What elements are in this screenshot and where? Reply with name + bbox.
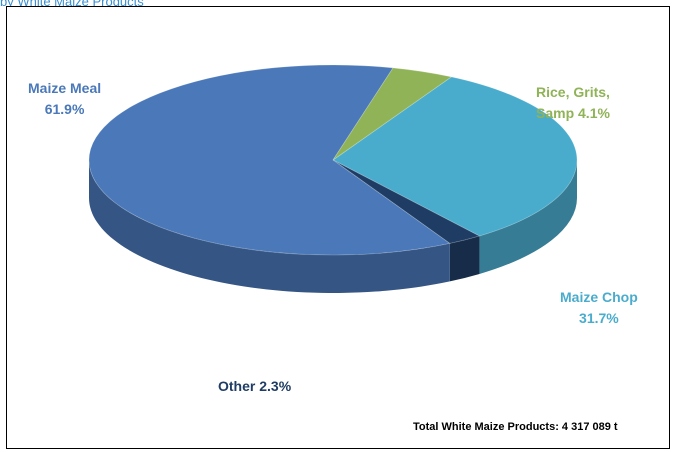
label-maize-meal-value: 61.9%: [44, 101, 85, 117]
label-maize-chop-value: 31.7%: [579, 310, 619, 326]
slice-maize-meal: [88, 64, 451, 256]
label-maize-chop: Maize Chop 31.7%: [560, 287, 638, 329]
label-rice-name: Rice, Grits,: [536, 84, 610, 100]
pie-sides: [89, 160, 577, 293]
label-maize-meal: Maize Meal 61.9%: [28, 78, 101, 120]
label-other-name: Other 2.3%: [218, 378, 292, 394]
label-maize-meal-name: Maize Meal: [28, 80, 102, 96]
label-maize-chop-name: Maize Chop: [560, 289, 638, 305]
slice-side-other: [449, 235, 480, 282]
label-rice-value: Samp 4.1%: [536, 105, 610, 121]
pie-top: [88, 64, 578, 256]
slice-maize-chop: [332, 76, 578, 237]
label-rice-grits-samp: Rice, Grits, Samp 4.1%: [536, 82, 610, 124]
slice-side-maize-meal: [89, 160, 450, 293]
slice-other: [332, 159, 481, 244]
cropped-title: by White Maize Products: [0, 0, 144, 9]
slice-side-maize-chop: [479, 160, 577, 274]
total-label: Total White Maize Products: 4 317 089 t: [413, 421, 618, 433]
label-other: Other 2.3%: [218, 376, 291, 397]
slice-rice-grits-samp: [332, 67, 453, 161]
